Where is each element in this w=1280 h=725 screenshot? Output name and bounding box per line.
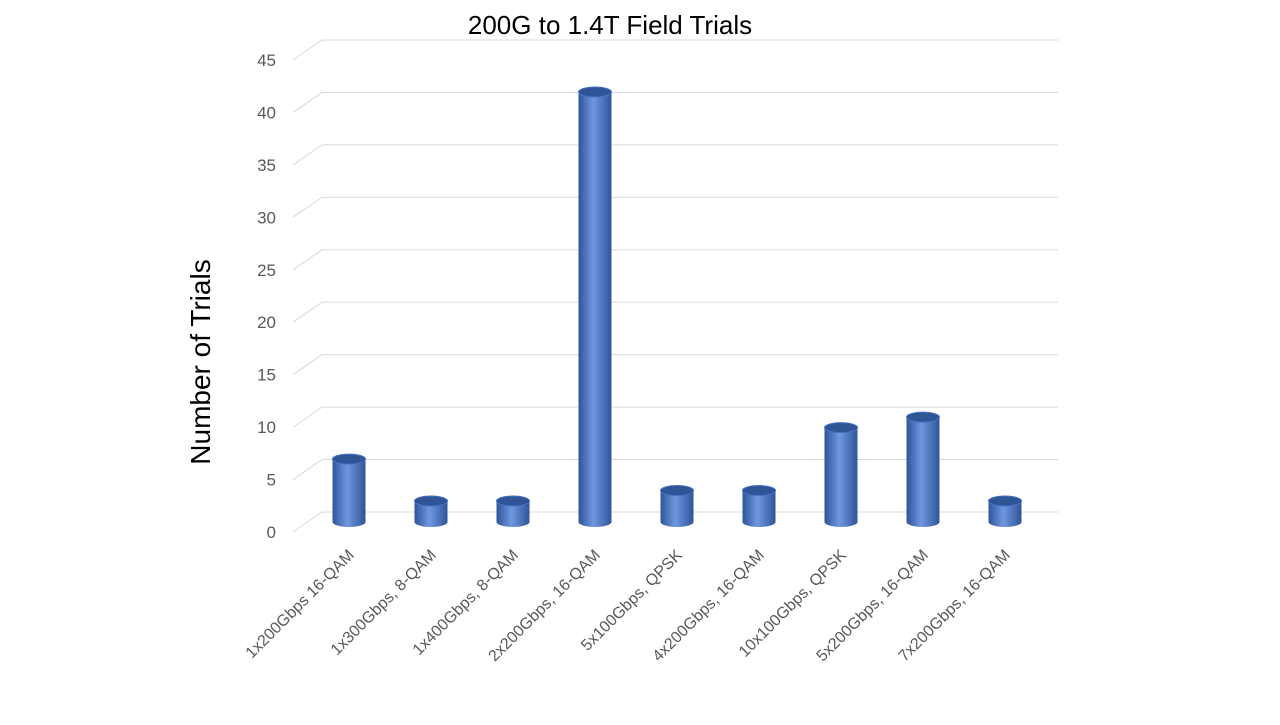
bar-body bbox=[660, 490, 694, 527]
gridline-depth bbox=[292, 39, 323, 61]
y-tick-label: 30 bbox=[257, 208, 276, 227]
bar-body bbox=[742, 490, 776, 527]
bar-top bbox=[988, 495, 1022, 507]
gridline-depth bbox=[292, 459, 323, 480]
bar-top bbox=[578, 86, 612, 98]
bar-body bbox=[414, 501, 448, 527]
gridline-depth bbox=[292, 249, 323, 271]
gridline-depth bbox=[292, 144, 323, 166]
y-tick-label: 5 bbox=[267, 471, 276, 490]
chart-title: 200G to 1.4T Field Trials bbox=[468, 10, 752, 40]
bar bbox=[660, 485, 694, 527]
bar bbox=[578, 86, 612, 527]
y-tick-label: 40 bbox=[257, 103, 276, 122]
y-tick-label: 10 bbox=[257, 418, 276, 437]
y-tick-label: 0 bbox=[267, 523, 276, 542]
bar-top bbox=[496, 495, 530, 507]
y-tick-labels: 0 5 10 15 20 25 30 35 40 45 bbox=[257, 51, 276, 542]
grid-layer bbox=[292, 39, 1058, 533]
bar bbox=[496, 495, 530, 527]
bar-body bbox=[496, 501, 530, 527]
y-tick-label: 35 bbox=[257, 156, 276, 175]
gridline-depth bbox=[292, 354, 323, 376]
y-tick-label: 20 bbox=[257, 313, 276, 332]
gridline-depth bbox=[292, 511, 323, 533]
y-tick-label: 15 bbox=[257, 366, 276, 385]
y-tick-label: 25 bbox=[257, 261, 276, 280]
bar-body bbox=[824, 427, 858, 527]
bar bbox=[988, 495, 1022, 527]
bar-body bbox=[332, 459, 366, 527]
y-axis-label: Number of Trials bbox=[185, 259, 216, 464]
bar-top bbox=[742, 485, 776, 497]
bar bbox=[414, 495, 448, 527]
bar bbox=[742, 485, 776, 527]
bar bbox=[906, 411, 940, 527]
bar-body bbox=[988, 501, 1022, 527]
bar bbox=[824, 422, 858, 527]
bar-top bbox=[414, 495, 448, 507]
bar-top bbox=[906, 411, 940, 423]
bar-top bbox=[332, 453, 366, 465]
bar-body bbox=[906, 417, 940, 527]
bars bbox=[332, 86, 1022, 527]
bar-top bbox=[824, 422, 858, 434]
bar-top bbox=[660, 485, 694, 497]
gridline-depth bbox=[292, 301, 323, 323]
gridline-depth bbox=[292, 92, 323, 113]
gridline-depth bbox=[292, 196, 323, 218]
gridline-depth bbox=[292, 406, 323, 428]
bar bbox=[332, 453, 366, 527]
y-tick-label: 45 bbox=[257, 51, 276, 70]
bar-body bbox=[578, 91, 612, 527]
